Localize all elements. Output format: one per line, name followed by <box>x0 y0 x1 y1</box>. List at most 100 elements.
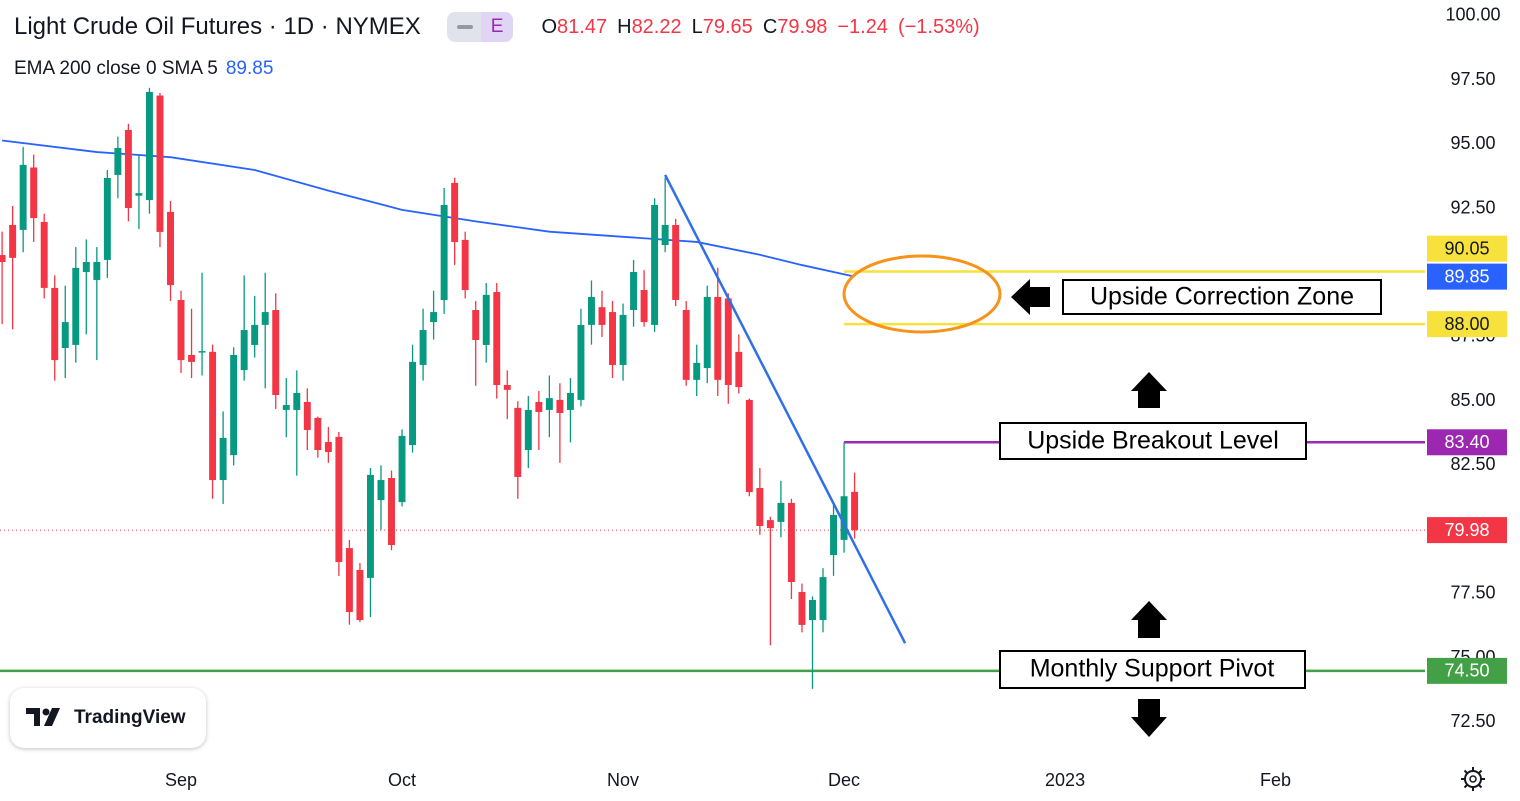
ema-line <box>1 139 855 278</box>
price-label: 90.05 <box>1444 238 1489 258</box>
annotation-box <box>1062 279 1382 315</box>
y-tick-label: 82.50 <box>1450 454 1495 474</box>
candle-body <box>640 289 648 323</box>
candle-body <box>598 307 606 325</box>
price-label: 89.85 <box>1444 266 1489 286</box>
x-tick-label: Sep <box>165 770 197 790</box>
annotation: Upside Correction Zone <box>1090 283 1354 311</box>
candle-body <box>682 310 690 380</box>
y-tick-label: 100.00 <box>1445 5 1500 25</box>
candle-body <box>461 239 469 290</box>
candle-body <box>587 296 595 325</box>
candle-body <box>777 502 785 522</box>
candle-body <box>314 417 322 450</box>
annotation: Upside Breakout Level <box>1027 427 1279 455</box>
candle-body <box>409 361 417 446</box>
candle-body <box>787 502 795 583</box>
candle-body <box>209 351 217 481</box>
candle-body <box>630 271 638 311</box>
badge-label: E <box>480 12 514 42</box>
candle-body <box>282 405 290 410</box>
arrow-down <box>1131 699 1167 737</box>
candle-body <box>293 392 301 410</box>
change-pct: (−1.53%) <box>897 15 980 38</box>
candle-body <box>472 310 480 341</box>
price-label-bg <box>1427 311 1507 338</box>
candle-body <box>672 224 680 300</box>
candle-body <box>745 399 753 493</box>
candle-body <box>609 312 616 365</box>
badge[interactable]: E <box>446 12 514 42</box>
price-label-bg <box>1427 429 1507 456</box>
candle-body <box>377 480 385 501</box>
candle-body <box>156 95 164 232</box>
candle-body <box>566 392 574 410</box>
candle-body <box>0 255 6 262</box>
arrow-up <box>1131 601 1167 638</box>
candle-body <box>714 296 722 380</box>
candle-body <box>693 362 701 380</box>
candle-body <box>451 182 459 242</box>
arrow-up <box>1131 372 1167 408</box>
plot <box>0 87 1425 689</box>
candle-body <box>261 312 269 325</box>
candle-body <box>272 310 280 396</box>
y-tick-label: 72.50 <box>1450 711 1495 731</box>
annotation-box <box>999 422 1307 460</box>
candle-body <box>114 147 122 175</box>
candle-body <box>419 330 427 365</box>
ohlc-key: L <box>691 15 703 38</box>
candle-body <box>240 330 248 371</box>
candle-body <box>356 569 364 621</box>
y-tick-label: 92.50 <box>1450 197 1495 217</box>
candle-body <box>651 204 659 325</box>
candle-body <box>735 351 743 388</box>
candle-body <box>482 294 490 345</box>
candle-body <box>124 129 132 209</box>
candle-body <box>251 324 259 345</box>
zone-ellipse <box>842 254 1002 334</box>
settings-icon[interactable] <box>1461 767 1485 791</box>
candle-body <box>440 204 448 300</box>
candle-body <box>724 298 732 386</box>
candle-body <box>766 520 774 529</box>
indicator-name: EMA 200 close 0 SMA 5 <box>14 58 218 79</box>
candle-body <box>198 351 206 353</box>
candle-body <box>524 409 532 450</box>
candle-body <box>345 548 353 613</box>
symbol-title: Light Crude Oil Futures · 1D · NYMEX <box>14 13 421 40</box>
price-label: 88.00 <box>1444 314 1489 334</box>
candle-body <box>61 322 69 349</box>
candle-body <box>514 407 522 477</box>
y-tick-label: 77.50 <box>1450 583 1495 603</box>
candle-body <box>9 224 17 258</box>
candle-body <box>830 514 838 556</box>
candle-body <box>82 261 90 272</box>
ohlc-key: O <box>541 15 558 38</box>
candle-body <box>51 287 59 361</box>
candle-body <box>177 299 185 361</box>
candle-body <box>335 436 343 562</box>
legend-header: Light Crude Oil Futures · 1D · NYMEX E O… <box>14 12 980 42</box>
candle-body <box>398 435 406 503</box>
candle-body <box>819 577 827 621</box>
candle-body <box>661 224 669 246</box>
x-tick-label: Oct <box>388 770 416 790</box>
candle-body <box>503 385 511 390</box>
x-tick-label: Feb <box>1260 770 1291 790</box>
candle-body <box>219 437 227 481</box>
ohlc: O81.47 H82.22 L79.65 C79.98 −1.24 (−1.53… <box>541 16 979 39</box>
candle-body <box>366 474 374 578</box>
ohlc-value: 82.22 <box>631 15 682 38</box>
candle-body <box>840 496 848 540</box>
candle-body <box>703 296 711 369</box>
price-label-bg <box>1427 235 1507 262</box>
indicator-value: 89.85 <box>225 58 274 79</box>
price-label-bg <box>1427 263 1507 290</box>
candle-body <box>145 91 153 201</box>
y-tick-label: 95.00 <box>1450 133 1495 153</box>
logo[interactable]: TradingView <box>10 688 206 748</box>
candle-body <box>324 442 332 453</box>
y-tick-label: 97.50 <box>1450 69 1495 89</box>
